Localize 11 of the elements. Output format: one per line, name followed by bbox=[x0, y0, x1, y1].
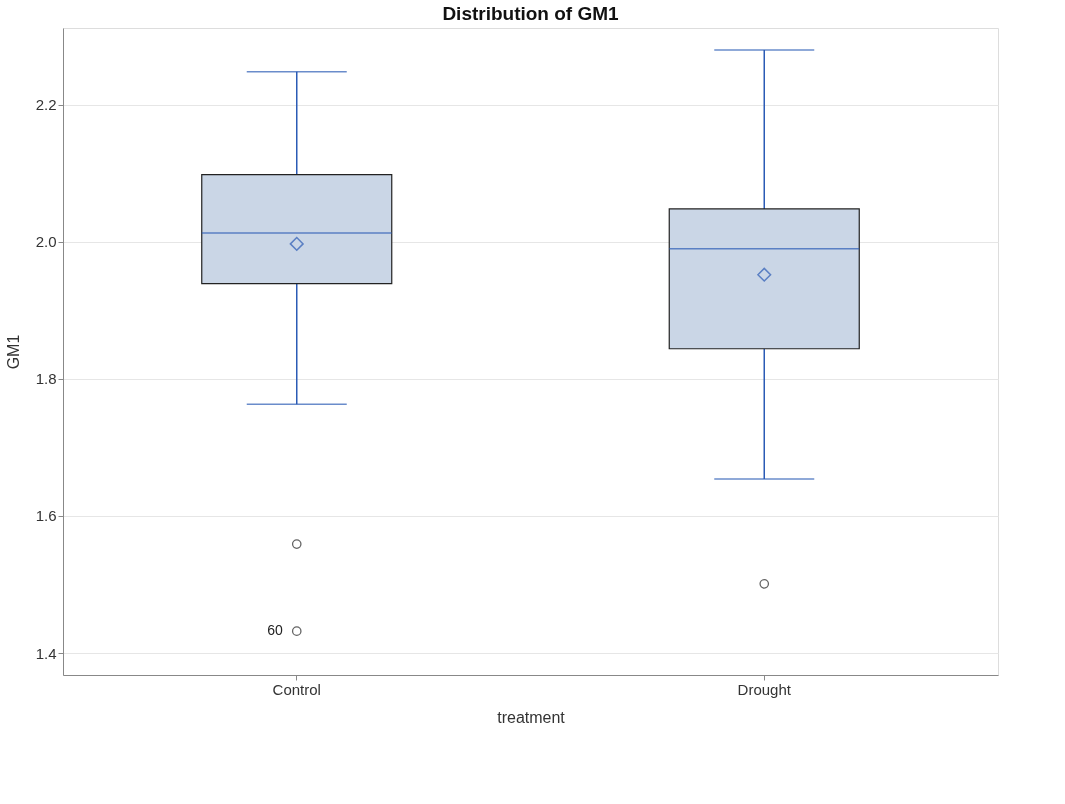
annotation: 60 bbox=[267, 622, 283, 639]
x-axis-title: treatment bbox=[497, 708, 566, 726]
x-tick-label: Control bbox=[272, 680, 321, 698]
y-tick-label: 2.2 bbox=[35, 96, 57, 114]
y-tick-label: 1.6 bbox=[35, 507, 57, 525]
y-tick-label: 1.8 bbox=[35, 370, 57, 388]
y-tick-label: 2.0 bbox=[35, 233, 57, 251]
x-tick-label: Drought bbox=[737, 680, 792, 698]
y-axis-title: GM1 bbox=[4, 334, 22, 370]
chart-title: Distribution of GM1 bbox=[442, 3, 620, 24]
y-tick-label: 1.4 bbox=[35, 644, 57, 662]
